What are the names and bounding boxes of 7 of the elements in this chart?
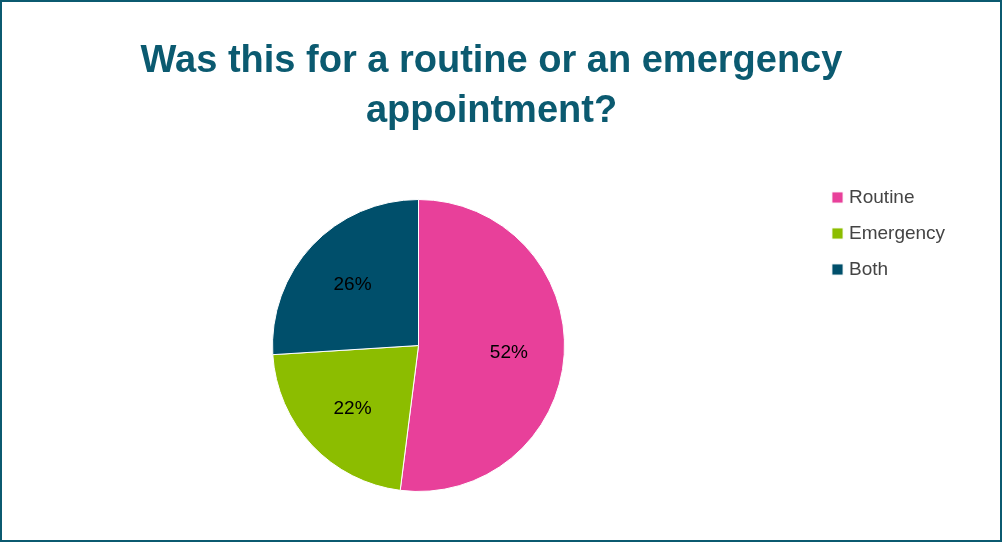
chart-title: Was this for a routine or an emergency appointment? — [140, 37, 843, 130]
data-label: 26% — [333, 273, 372, 295]
legend-label: Routine — [849, 186, 915, 208]
legend-label: Both — [849, 258, 889, 280]
legend-label: Emergency — [849, 222, 946, 244]
data-label: 52% — [489, 340, 528, 362]
data-label: 22% — [333, 396, 372, 418]
